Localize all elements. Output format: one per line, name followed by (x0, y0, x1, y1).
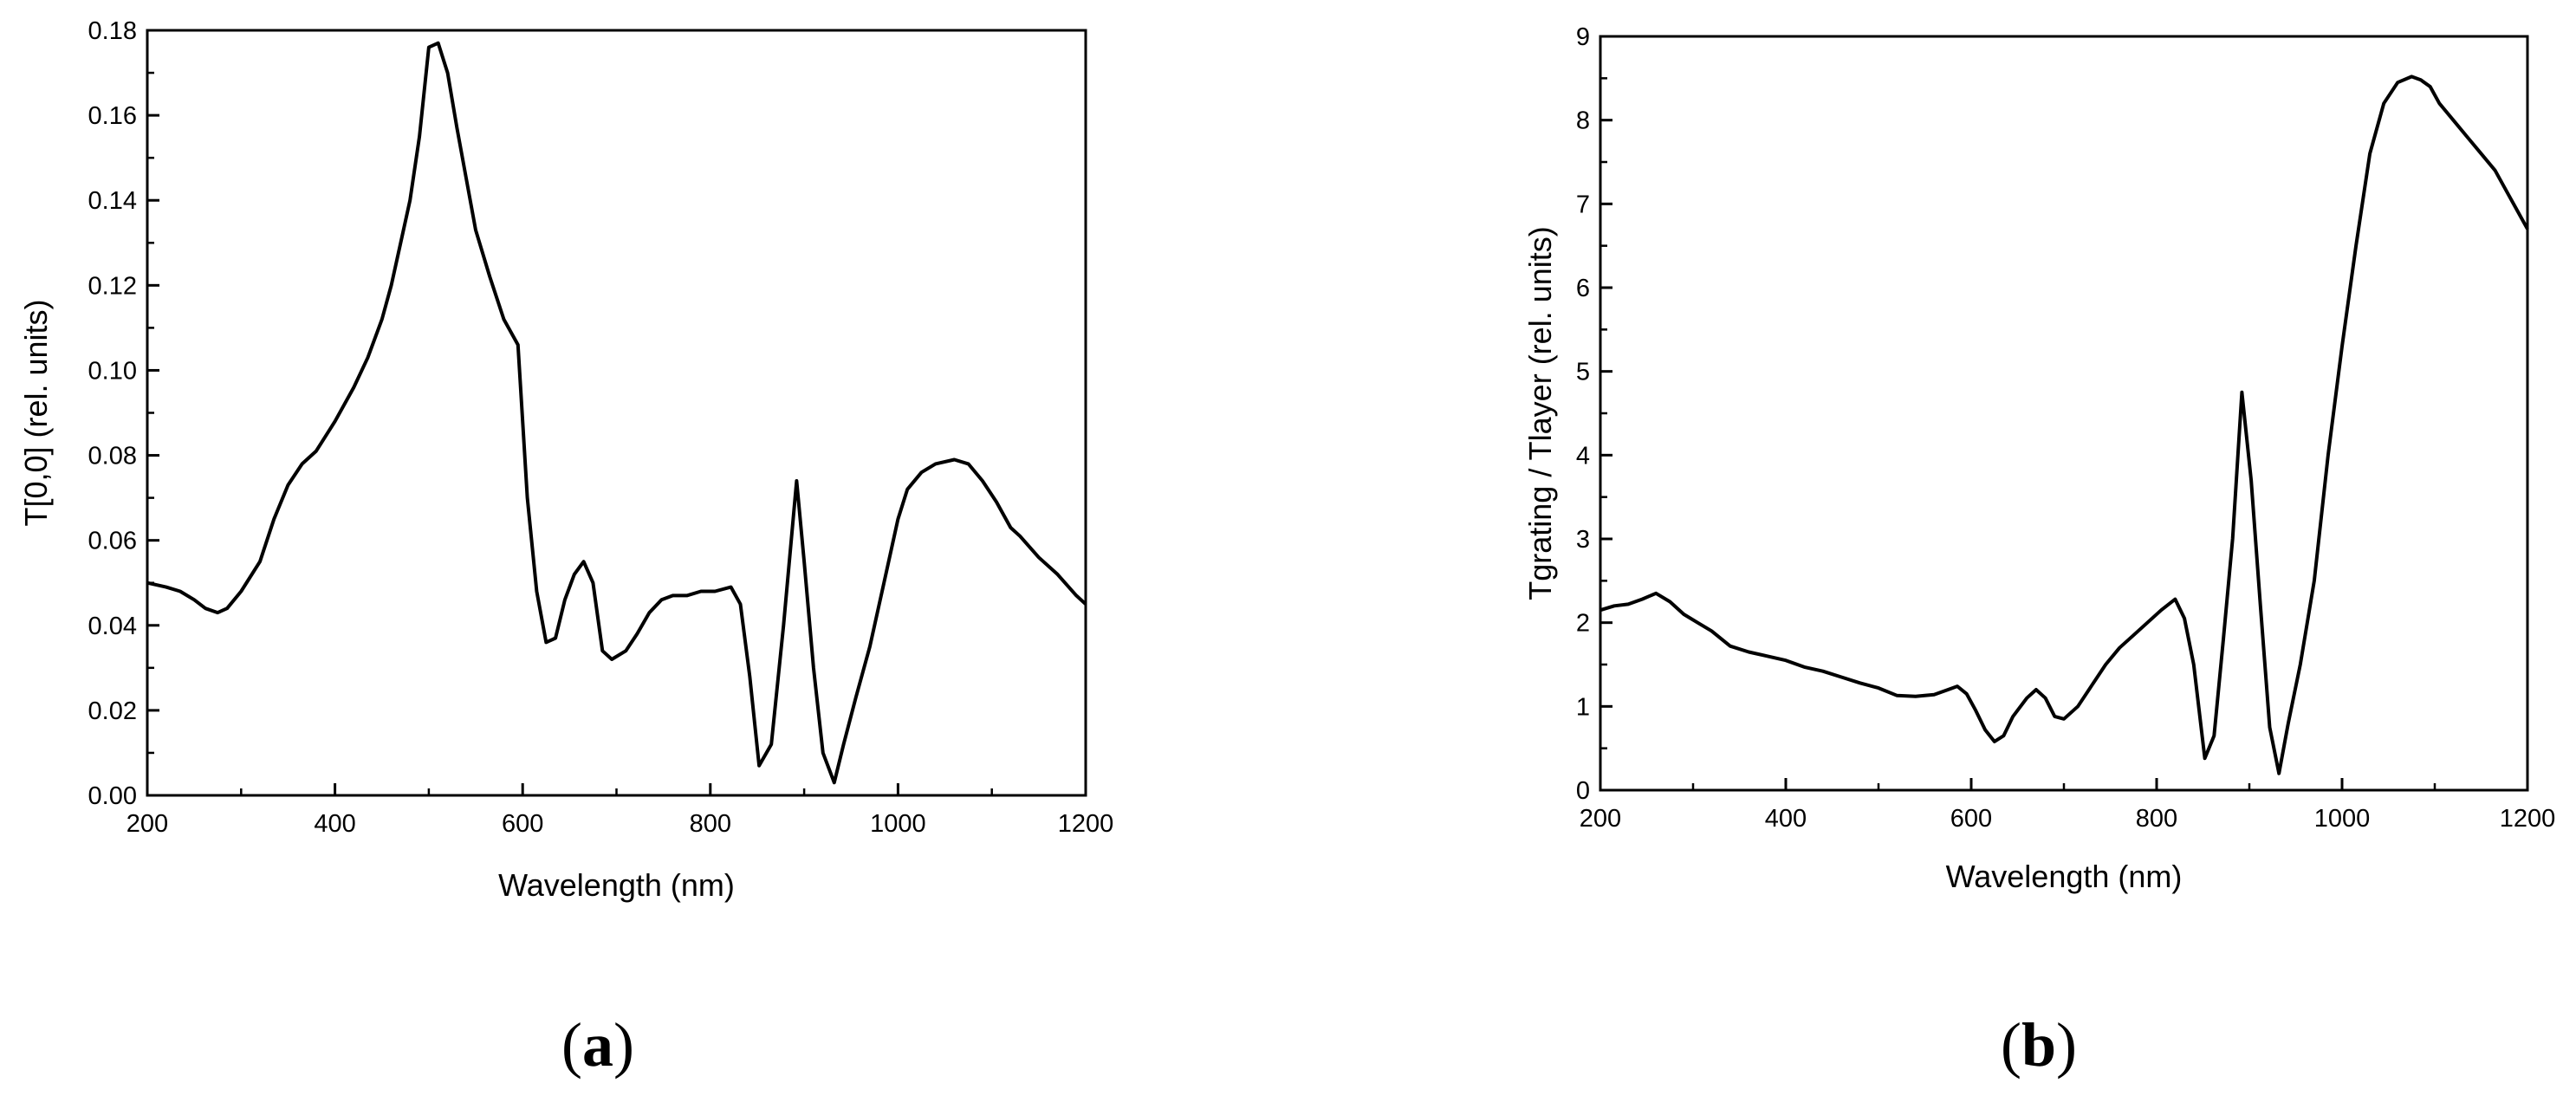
y-tick-label-b: 6 (1576, 275, 1590, 302)
y-tick-label-b: 5 (1576, 359, 1590, 386)
y-tick-label-b: 1 (1576, 693, 1590, 721)
y-tick-label-b: 3 (1576, 526, 1590, 554)
y-tick-label-b: 8 (1576, 107, 1590, 135)
panel-label-a-close: ) (613, 1010, 634, 1080)
x-tick-label-a: 400 (314, 810, 355, 838)
series-line-b (1599, 75, 2529, 775)
y-axis-title-a: T[0,0] (rel. units) (18, 299, 54, 526)
x-tick-label-a: 1200 (1058, 810, 1114, 838)
x-tick-label-a: 800 (690, 810, 731, 838)
y-tick-label-a: 0.12 (88, 272, 137, 300)
y-tick-label-a: 0.10 (88, 357, 137, 385)
x-tick-label-a: 600 (502, 810, 543, 838)
y-tick-label-a: 0.04 (88, 613, 137, 640)
panel-label-b: (b) (2001, 1010, 2077, 1080)
panel-label-b-close: ) (2056, 1010, 2077, 1080)
chart-panel-b: 0 1 2 3 4 5 6 7 8 9 200 400 600 800 1000 1200 Waveleng… (1522, 23, 2555, 1080)
x-tick-label-a: 1000 (870, 810, 926, 838)
y-axis-ticks-b: 0 1 2 3 4 5 6 7 8 9 (1576, 23, 1612, 805)
series-line-a (146, 41, 1087, 785)
y-tick-label-a: 0.08 (88, 443, 137, 470)
y-tick-label-a: 0.06 (88, 528, 137, 555)
x-tick-label-b: 600 (1950, 805, 1992, 833)
x-tick-label-a: 200 (127, 810, 168, 838)
panel-label-a-open: ( (561, 1010, 582, 1080)
x-tick-label-b: 1000 (2314, 805, 2371, 833)
y-axis-title-b: Tgrating / Tlayer (rel. units) (1522, 226, 1558, 600)
plot-frame-a (146, 29, 1087, 797)
y-tick-label-b: 0 (1576, 777, 1590, 805)
y-axis-ticks-a: 0.00 0.02 0.04 0.06 0.08 0.10 0.12 0.14 0.16 0.18 (88, 17, 159, 810)
x-axis-title-a: Wavelength (nm) (498, 867, 735, 903)
y-tick-label-b: 9 (1576, 23, 1590, 51)
panel-label-b-letter: b (2021, 1010, 2056, 1080)
x-tick-label-b: 1200 (2500, 805, 2556, 833)
x-tick-label-b: 800 (2136, 805, 2177, 833)
y-tick-label-a: 0.14 (88, 187, 137, 215)
x-tick-label-b: 400 (1765, 805, 1807, 833)
chart-panel-a: 0.00 0.02 0.04 0.06 0.08 0.10 0.12 0.14 0.16 0.18… (18, 17, 1113, 1080)
panel-label-a: (a) (561, 1010, 634, 1080)
y-tick-label-b: 7 (1576, 191, 1590, 218)
y-tick-label-b: 2 (1576, 610, 1590, 638)
y-tick-label-a: 0.16 (88, 102, 137, 130)
y-tick-label-b: 4 (1576, 442, 1590, 470)
plot-frame-b (1599, 35, 2529, 792)
y-tick-label-a: 0.00 (88, 782, 137, 810)
x-tick-label-b: 200 (1580, 805, 1621, 833)
panel-label-a-letter: a (582, 1010, 613, 1080)
x-axis-ticks-b: 200 400 600 800 1000 1200 (1580, 778, 2555, 833)
panel-label-b-open: ( (2001, 1010, 2021, 1080)
x-axis-title-b: Wavelength (nm) (1946, 859, 2183, 894)
y-tick-label-a: 0.18 (88, 17, 137, 45)
y-tick-label-a: 0.02 (88, 697, 137, 725)
x-axis-ticks-a: 200 400 600 800 1000 1200 (127, 783, 1113, 838)
